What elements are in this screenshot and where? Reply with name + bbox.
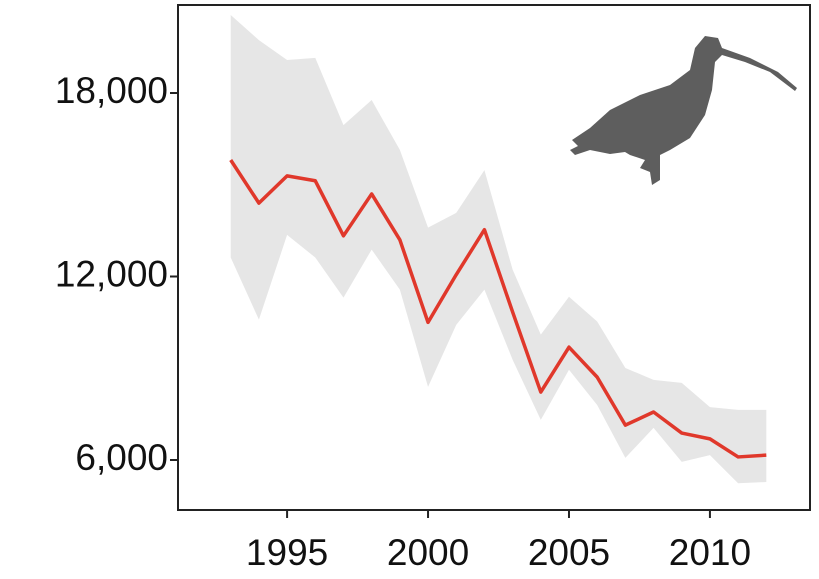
chart: 6,000 12,000 18,000 1995 2000 2005 2010	[0, 0, 819, 579]
y-tick-label: 12,000	[55, 253, 168, 294]
x-tick-label: 2010	[669, 532, 751, 573]
y-tick-label: 6,000	[75, 437, 168, 478]
bird-silhouette	[570, 36, 797, 185]
x-tick-label: 2005	[528, 532, 610, 573]
x-tick-label: 2000	[387, 532, 469, 573]
y-tick-label: 18,000	[55, 70, 168, 111]
x-tick-label: 1995	[246, 532, 328, 573]
page: {"chart_data": {"type": "line", "x": [19…	[0, 0, 819, 579]
